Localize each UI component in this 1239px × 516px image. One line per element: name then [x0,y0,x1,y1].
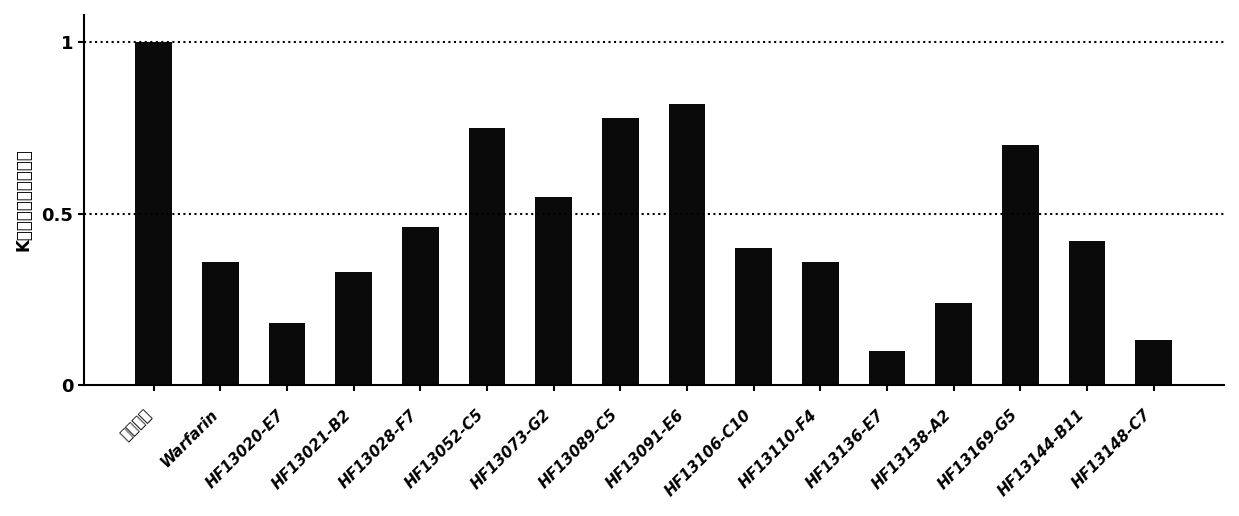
Y-axis label: K底物均一化的荧光值: K底物均一化的荧光值 [15,149,33,251]
Bar [202,262,239,385]
Bar [802,262,839,385]
Bar [869,351,906,385]
Bar [535,197,572,385]
Text: HF13073-G2: HF13073-G2 [468,407,554,492]
Text: HF13089-C5: HF13089-C5 [536,407,621,492]
Bar [269,323,306,385]
Bar [736,248,772,385]
Text: 未处理组: 未处理组 [118,407,154,443]
Text: HF13052-C5: HF13052-C5 [403,407,487,492]
Bar [135,42,172,385]
Bar [1002,145,1038,385]
Text: HF13110-F4: HF13110-F4 [737,407,820,491]
Bar [403,228,439,385]
Text: HF13020-E7: HF13020-E7 [203,407,287,491]
Text: HF13144-B11: HF13144-B11 [995,407,1087,499]
Text: Warfarin: Warfarin [157,407,221,470]
Bar [1069,241,1105,385]
Text: HF13148-C7: HF13148-C7 [1069,407,1154,492]
Text: HF13169-G5: HF13169-G5 [935,407,1021,492]
Text: HF13136-E7: HF13136-E7 [803,407,887,491]
Text: HF13091-E6: HF13091-E6 [603,407,688,491]
Text: HF13021-B2: HF13021-B2 [269,407,354,492]
Bar [669,104,705,385]
Text: HF13106-C10: HF13106-C10 [662,407,753,499]
Bar [935,303,973,385]
Bar [468,128,506,385]
Text: HF13138-A2: HF13138-A2 [869,407,954,492]
Text: HF13028-F7: HF13028-F7 [337,407,420,491]
Bar [1135,341,1172,385]
Bar [602,118,639,385]
Bar [336,272,372,385]
